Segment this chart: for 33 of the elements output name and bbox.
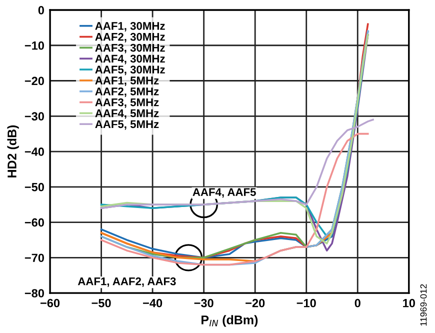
y-tick-label: 0: [38, 6, 44, 14]
x-tick-label: 0: [354, 298, 360, 308]
text: 11969-012: [420, 284, 427, 326]
legend-label: AAF4, 5MHz: [95, 109, 159, 119]
x-axis-title: P$_{IN}$ (dBm): [202, 315, 258, 327]
annotation: AAF4, AAF5: [192, 188, 256, 198]
legend-label: AAF1, 30MHz: [95, 22, 165, 32]
x-tick-label: −40: [143, 298, 162, 308]
y-tick-label: −10: [24, 41, 44, 50]
legend-label: AAF5, 30MHz: [95, 66, 165, 76]
y-tick-label: −70: [24, 254, 44, 262]
y-tick-label: −60: [24, 218, 44, 227]
y-tick-label: −40: [24, 148, 44, 156]
x-tick-label: −30: [194, 298, 214, 308]
x-tick-label: −50: [92, 298, 111, 308]
legend-label: AAF4, 30MHz: [95, 54, 165, 64]
x-tick-label: 10: [403, 298, 415, 308]
legend-label: AAF5, 5MHz: [95, 120, 159, 130]
legend-label: AAF3, 5MHz: [95, 98, 159, 108]
y-axis-title: HD2 (dB): [7, 125, 19, 178]
x-tick-label: −60: [40, 298, 60, 308]
annotation: AAF1, AAF2, AAF3: [78, 277, 176, 287]
legend-label: AAF3, 30MHz: [95, 44, 165, 54]
legend-label: AAF1, 5MHz: [95, 76, 159, 86]
legend-label: AAF2, 5MHz: [95, 87, 159, 97]
y-tick-label: −80: [24, 289, 44, 298]
y-tick-label: −20: [24, 76, 44, 86]
y-tick-label: −30: [24, 112, 44, 121]
x-tick-label: −20: [246, 298, 265, 308]
legend-label: AAF2, 30MHz: [95, 32, 165, 42]
x-tick-label: −10: [296, 298, 316, 308]
y-tick-label: −50: [24, 182, 44, 192]
line-series: [100, 132, 369, 266]
